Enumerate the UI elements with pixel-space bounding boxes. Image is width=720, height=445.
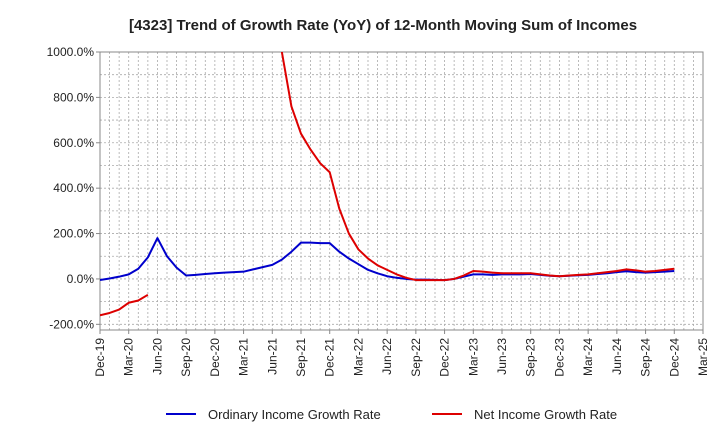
x-tick-label: Sep-22 bbox=[409, 338, 423, 377]
x-tick-label: Dec-24 bbox=[667, 338, 681, 377]
x-tick-label: Jun-24 bbox=[610, 338, 624, 375]
chart-title: [4323] Trend of Growth Rate (YoY) of 12-… bbox=[129, 17, 637, 34]
x-tick-label: Mar-24 bbox=[581, 338, 595, 376]
x-tick-label: Jun-20 bbox=[150, 338, 164, 375]
x-tick-label: Dec-20 bbox=[208, 338, 222, 377]
x-tick-label: Sep-21 bbox=[294, 338, 308, 377]
x-tick-label: Dec-19 bbox=[93, 338, 107, 377]
series-layer bbox=[100, 51, 675, 317]
y-tick-label: 0.0% bbox=[67, 272, 95, 286]
y-tick-label: 600.0% bbox=[53, 136, 94, 150]
plot-area bbox=[100, 52, 703, 330]
x-tick-label: Sep-20 bbox=[179, 338, 193, 377]
x-tick-label: Jun-23 bbox=[495, 338, 509, 375]
x-tick-label: Sep-24 bbox=[639, 338, 653, 377]
y-tick-label: 1000.0% bbox=[47, 45, 95, 59]
grid-layer bbox=[100, 52, 703, 330]
y-tick-label: 800.0% bbox=[53, 90, 94, 104]
axis-layer: -200.0% 0.0% 200.0% 400.0% 600.0% 800.0% 1000.… bbox=[47, 45, 710, 377]
legend-label: Ordinary Income Growth Rate bbox=[208, 407, 381, 422]
plot-frame bbox=[99, 51, 704, 331]
x-tick-label: Jun-22 bbox=[380, 338, 394, 375]
x-tick-label: Jun-21 bbox=[265, 338, 279, 375]
x-tick-label: Mar-21 bbox=[237, 338, 251, 376]
x-tick-label: Mar-20 bbox=[122, 338, 136, 376]
y-tick-label: 200.0% bbox=[53, 227, 94, 241]
legend: Ordinary Income Growth Rate Net Income Gr… bbox=[166, 407, 617, 422]
y-tick-label: 400.0% bbox=[53, 181, 94, 195]
series-line bbox=[100, 293, 149, 317]
legend-label: Net Income Growth Rate bbox=[474, 407, 617, 422]
series-2 bbox=[100, 51, 675, 317]
x-tick-label: Mar-25 bbox=[696, 338, 710, 376]
y-tick-label: -200.0% bbox=[49, 317, 94, 331]
x-tick-label: Dec-21 bbox=[323, 338, 337, 377]
x-tick-label: Mar-23 bbox=[466, 338, 480, 376]
x-tick-label: Mar-22 bbox=[351, 338, 365, 376]
x-tick-label: Dec-22 bbox=[438, 338, 452, 377]
x-tick-label: Sep-23 bbox=[524, 338, 538, 377]
series-line bbox=[280, 51, 675, 282]
x-tick-label: Dec-23 bbox=[552, 338, 566, 377]
